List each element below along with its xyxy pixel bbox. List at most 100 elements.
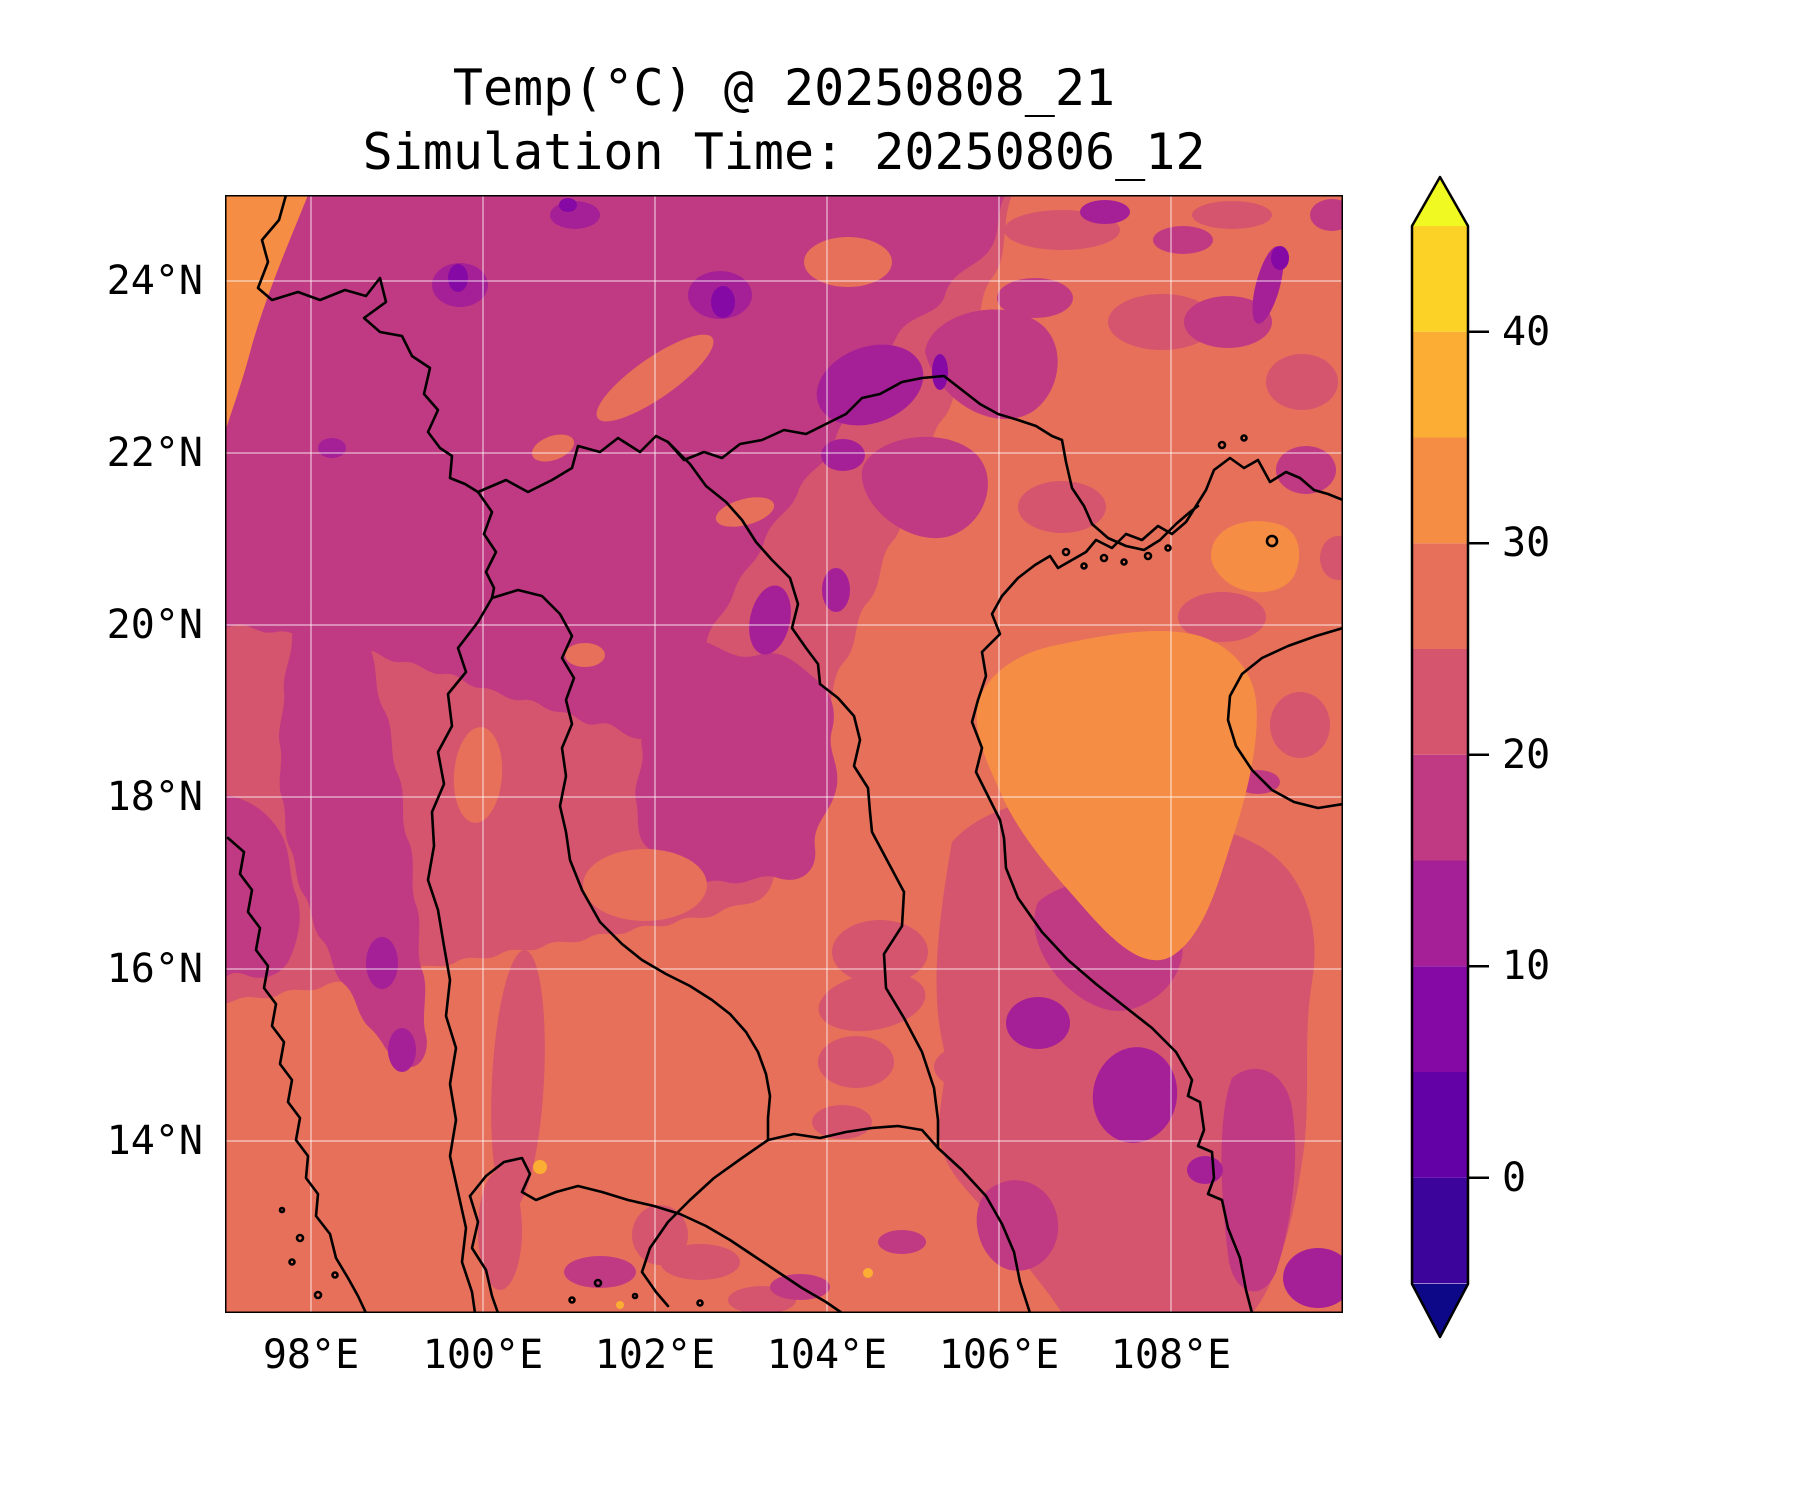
island-contour [568, 1296, 576, 1304]
island-contour [1143, 551, 1153, 561]
contour-fill-layer [225, 195, 1343, 1313]
country-border [666, 440, 940, 1150]
contour-region [1320, 536, 1343, 580]
colorbar-bands [1412, 226, 1468, 1284]
island-contour [1120, 558, 1128, 566]
contour-region [225, 195, 308, 432]
island-contour [295, 1233, 305, 1243]
contour-region [934, 1043, 1022, 1091]
contour-region [559, 198, 577, 212]
island-contour [593, 1278, 603, 1288]
contour-region [881, 640, 959, 744]
contour-region [453, 727, 503, 823]
colorbar-band [1412, 966, 1468, 1072]
contour-region [665, 938, 745, 982]
y-tick-label: 22°N [106, 430, 203, 476]
contour-region [533, 1160, 547, 1174]
island-contour [1217, 440, 1227, 450]
contour-region [878, 1230, 926, 1254]
country-border [936, 1146, 1032, 1313]
country-border [766, 1124, 940, 1150]
x-tick-label: 108°E [1110, 1332, 1232, 1378]
island-contour [631, 1292, 639, 1300]
coastline [468, 1194, 500, 1313]
contour-region [1006, 997, 1070, 1049]
contour-region [225, 195, 1005, 739]
graticule-layer [225, 195, 1343, 1313]
contour-region [821, 439, 865, 471]
colorbar-tickmarks [1468, 330, 1489, 1179]
contour-region [925, 309, 1058, 420]
x-tick-label: 98°E [262, 1332, 360, 1378]
contour-region [491, 950, 545, 1210]
contour-region [1178, 592, 1266, 642]
contour-region [565, 643, 605, 667]
island-contour [1164, 544, 1172, 552]
island-contour [1061, 547, 1071, 557]
colorbar-band [1412, 754, 1468, 861]
colorbar-tick-label: 30 [1502, 520, 1551, 567]
colorbar-band [1412, 860, 1468, 967]
contour-region [616, 1301, 624, 1309]
coastline [226, 836, 368, 1313]
plot-title: Temp(°C) @ 20250808_21 [452, 59, 1116, 117]
contour-region [388, 1028, 416, 1072]
colorbar-band [1412, 543, 1468, 649]
contour-region [225, 795, 300, 978]
island-contour [331, 1271, 339, 1279]
colorbar-band [1412, 1072, 1468, 1178]
contour-region [1092, 1047, 1178, 1143]
contour-region [1283, 1248, 1343, 1308]
contour-region [583, 849, 707, 921]
contour-region [818, 1036, 894, 1088]
contour-region [863, 1268, 873, 1278]
country-border [426, 596, 494, 1313]
contour-region [1221, 1068, 1296, 1292]
contour-region [997, 278, 1073, 318]
y-tick-label: 20°N [106, 602, 203, 648]
contour-region [1108, 294, 1216, 350]
contour-region [318, 438, 346, 458]
colorbar-band [1412, 331, 1468, 438]
colorbar-over-arrow [1412, 177, 1468, 226]
island-contour [1265, 534, 1279, 548]
contour-region [822, 568, 850, 612]
contour-region [531, 434, 575, 462]
coastline [1226, 626, 1343, 810]
colorbar-outline [1410, 175, 1470, 1339]
contour-region [1192, 201, 1272, 229]
colorbar-band [1412, 1177, 1468, 1284]
contour-region [1184, 296, 1272, 348]
country-border [256, 195, 480, 494]
contour-region [1270, 692, 1330, 758]
contour-region [1271, 246, 1289, 270]
colorbar-tick-label: 20 [1502, 731, 1551, 778]
contour-region [635, 640, 838, 887]
colorbar-tick-label: 10 [1502, 943, 1551, 990]
contour-region [832, 920, 928, 984]
contour-region [976, 631, 1257, 961]
country-border [476, 490, 498, 600]
contour-region [715, 497, 775, 527]
contour-region [1018, 481, 1106, 533]
country-border [640, 1138, 770, 1308]
coastline [970, 563, 1254, 1313]
colorbar-tick-label: 40 [1502, 308, 1551, 355]
y-tick-label: 14°N [106, 1118, 203, 1164]
contour-region [711, 286, 735, 318]
y-tick-label: 18°N [106, 774, 203, 820]
country-border [476, 374, 1200, 552]
contour-region [818, 972, 926, 1032]
contour-region [976, 1180, 1059, 1271]
contour-region [1153, 226, 1213, 254]
contour-region [1266, 354, 1338, 410]
coastline [468, 1156, 844, 1313]
colorbar [1410, 175, 1489, 1339]
island-contour [1080, 562, 1088, 570]
y-tick-label: 16°N [106, 946, 203, 992]
contour-region [1187, 1156, 1223, 1184]
contour-region [804, 237, 892, 287]
x-tick-label: 106°E [938, 1332, 1060, 1378]
contour-region [478, 1170, 522, 1290]
island-contour [313, 1290, 323, 1300]
